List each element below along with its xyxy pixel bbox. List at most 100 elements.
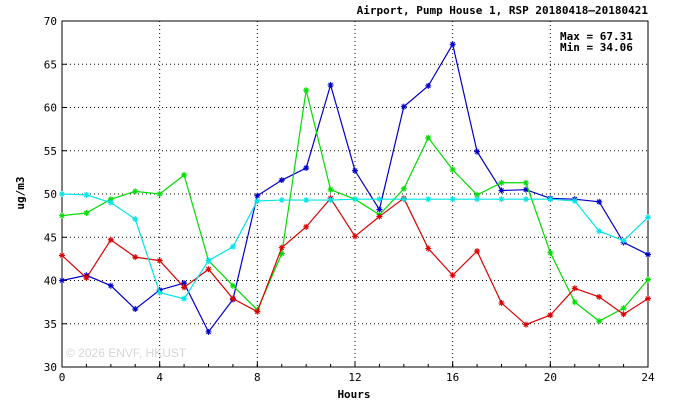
data-point (449, 272, 456, 279)
data-point (522, 196, 529, 203)
y-tick-label: 55 (44, 145, 57, 158)
data-point (352, 167, 358, 174)
y-tick-label: 70 (44, 15, 57, 28)
data-point (352, 196, 358, 203)
data-point (596, 198, 603, 205)
data-point (59, 212, 65, 219)
data-point (107, 196, 114, 203)
data-point (425, 134, 432, 141)
data-point (474, 148, 481, 155)
data-point (400, 196, 407, 203)
data-point (425, 196, 432, 203)
x-tick-label: 0 (59, 371, 66, 384)
max-annotation: Max = 67.31 (560, 30, 633, 43)
x-tick-label: 20 (544, 371, 557, 384)
data-point (59, 191, 65, 197)
series-3 (59, 195, 651, 328)
data-point (645, 214, 651, 221)
data-point (205, 266, 212, 273)
data-point (596, 293, 603, 300)
data-point (205, 257, 212, 264)
data-point (571, 197, 578, 204)
series-layer (59, 41, 651, 335)
data-point (449, 41, 456, 48)
y-tick-label: 45 (44, 231, 57, 244)
data-point (498, 196, 505, 203)
data-point (132, 188, 139, 195)
data-point (449, 196, 456, 203)
data-point (303, 223, 310, 230)
data-point (620, 311, 627, 318)
data-point (498, 299, 505, 306)
data-point (132, 254, 139, 261)
x-tick-label: 4 (156, 371, 163, 384)
y-tick-label: 50 (44, 188, 57, 201)
data-point (327, 197, 334, 204)
data-point (132, 306, 139, 313)
data-point (132, 216, 139, 223)
data-point (59, 277, 65, 284)
data-point (156, 289, 163, 296)
data-point (229, 295, 236, 302)
data-point (522, 179, 529, 186)
data-point (620, 305, 627, 312)
data-point (303, 165, 310, 172)
y-tick-label: 65 (44, 58, 57, 71)
data-point (498, 187, 505, 194)
data-point (278, 177, 285, 184)
data-point (474, 196, 481, 203)
data-point (278, 244, 285, 251)
data-point (83, 210, 90, 217)
data-point (474, 248, 481, 255)
data-point (596, 228, 603, 235)
data-point (498, 179, 505, 186)
data-point (229, 282, 236, 289)
data-point (376, 196, 383, 203)
data-point (547, 196, 554, 203)
data-point (327, 82, 334, 89)
data-point (156, 257, 163, 264)
series-4 (59, 191, 651, 302)
data-point (571, 285, 578, 292)
y-tick-label: 40 (44, 275, 57, 288)
data-point (181, 171, 188, 178)
data-point (59, 252, 65, 259)
data-point (254, 197, 261, 204)
data-point (83, 191, 90, 198)
data-point (449, 166, 456, 173)
y-tick-label: 35 (44, 318, 57, 331)
x-tick-label: 16 (446, 371, 459, 384)
data-point (547, 312, 554, 319)
data-point (425, 245, 432, 252)
series-line (61, 42, 649, 334)
data-point (571, 299, 578, 306)
watermark: © 2026 ENVF, HKUST (66, 346, 187, 360)
data-point (596, 318, 603, 325)
data-point (278, 197, 285, 204)
data-point (400, 103, 407, 110)
y-axis-title: ug/m3 (14, 176, 27, 209)
data-point (205, 328, 212, 335)
data-point (278, 250, 285, 257)
y-tick-label: 30 (44, 361, 57, 374)
data-point (107, 236, 114, 243)
data-point (156, 191, 163, 197)
x-tick-label: 24 (641, 371, 655, 384)
data-point (522, 321, 529, 328)
data-point (181, 280, 188, 287)
data-point (303, 87, 310, 94)
data-point (181, 295, 188, 302)
data-point (645, 251, 651, 258)
data-point (229, 243, 236, 250)
tick-layer: 0 4 8 12 16 20 24 30 35 40 45 50 55 60 65 70 (44, 15, 655, 384)
data-point (474, 191, 481, 198)
data-point (107, 199, 114, 206)
data-point (400, 185, 407, 192)
data-point (83, 274, 90, 281)
chart-title: Airport, Pump House 1, RSP 20180418–2018… (357, 4, 649, 17)
data-point (620, 237, 627, 244)
data-point (376, 206, 383, 213)
y-tick-label: 60 (44, 102, 57, 115)
